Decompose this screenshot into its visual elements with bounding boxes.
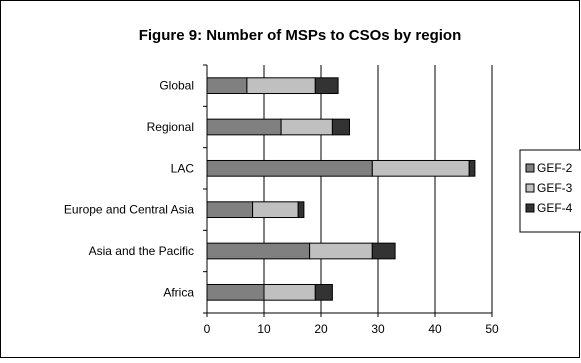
legend-swatch <box>525 203 535 213</box>
x-tick-label: 20 <box>314 322 328 336</box>
bar-segment <box>206 201 254 219</box>
bar-layer <box>206 77 476 301</box>
bar-segment <box>371 159 470 177</box>
axis-layer: 0 10 20 30 40 50 Global Regional LAC Europe and C… <box>64 64 499 336</box>
x-tick-label: 40 <box>428 322 442 336</box>
chart-title: Figure 9: Number of MSPs to CSOs by regi… <box>139 27 462 44</box>
legend: GEF-2 GEF-3 GEF-4 <box>519 149 581 233</box>
bar-segment <box>280 118 333 136</box>
y-category-label: Asia and the Pacific <box>89 244 194 258</box>
x-tick-label: 30 <box>371 322 385 336</box>
bar-segment <box>297 201 305 219</box>
legend-label: GEF-2 <box>537 161 573 175</box>
grid-layer <box>263 65 493 313</box>
bar-segment <box>314 283 333 301</box>
bar-segment <box>206 242 311 260</box>
legend-swatch <box>525 183 535 193</box>
bar-segment <box>206 159 373 177</box>
bar-segment <box>263 283 316 301</box>
x-tick-label: 50 <box>485 322 499 336</box>
legend-label: GEF-3 <box>537 181 573 195</box>
y-category-label: Regional <box>147 120 194 134</box>
y-category-label: Global <box>159 79 194 93</box>
legend-label: GEF-4 <box>537 201 573 215</box>
x-tick-label: 10 <box>257 322 271 336</box>
bar-segment <box>468 159 476 177</box>
y-category-label: LAC <box>171 161 195 175</box>
bar-segment <box>252 201 299 219</box>
legend-swatch <box>525 163 535 173</box>
bar-segment <box>314 77 339 95</box>
bar-segment <box>206 77 248 95</box>
y-category-label: Africa <box>163 285 194 299</box>
bar-segment <box>371 242 396 260</box>
bar-segment <box>331 118 350 136</box>
x-tick-label: 0 <box>204 322 211 336</box>
bar-segment <box>206 283 265 301</box>
bar-segment <box>206 118 282 136</box>
bar-segment <box>246 77 316 95</box>
y-category-label: Europe and Central Asia <box>64 203 194 217</box>
bar-segment <box>309 242 373 260</box>
